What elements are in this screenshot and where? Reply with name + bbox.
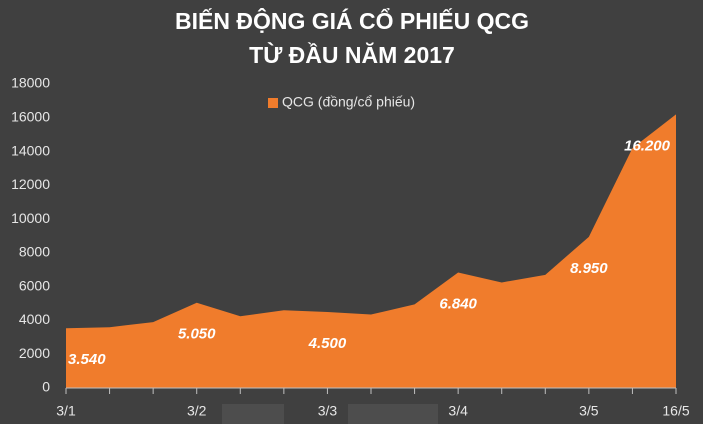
y-tick-label: 12000	[11, 176, 50, 192]
area	[66, 114, 676, 389]
chart-subtitle: TỪ ĐẦU NĂM 2017	[249, 41, 455, 68]
x-tick-label: 3/5	[579, 403, 599, 419]
y-tick-label: 6000	[19, 277, 50, 293]
y-tick-label: 8000	[19, 244, 50, 260]
y-tick-label: 10000	[11, 210, 50, 226]
legend-label: QCG (đồng/cổ phiếu)	[282, 94, 415, 110]
x-tick-label: 16/5	[662, 403, 689, 419]
chart-title: BIẾN ĐỘNG GIÁ CỔ PHIẾU QCG	[175, 7, 529, 34]
x-tick-label: 3/2	[187, 403, 207, 419]
scroll-block	[222, 404, 284, 424]
x-tick-label: 3/1	[56, 403, 76, 419]
value-label: 3.540	[68, 351, 106, 368]
value-label: 4.500	[308, 335, 347, 352]
value-label: 6.840	[439, 295, 477, 312]
legend-swatch	[268, 98, 278, 108]
y-tick-label: 14000	[11, 142, 50, 158]
x-tick-label: 3/4	[448, 403, 468, 419]
scroll-block	[348, 404, 438, 424]
y-tick-label: 0	[42, 379, 50, 395]
value-label: 5.050	[178, 326, 216, 343]
value-label: 16.200	[624, 137, 671, 154]
y-tick-label: 2000	[19, 345, 50, 361]
x-tick-label: 3/3	[318, 403, 338, 419]
y-tick-label: 4000	[19, 311, 50, 327]
y-tick-label: 16000	[11, 108, 50, 124]
value-label: 8.950	[570, 260, 608, 277]
y-tick-label: 18000	[11, 75, 50, 91]
